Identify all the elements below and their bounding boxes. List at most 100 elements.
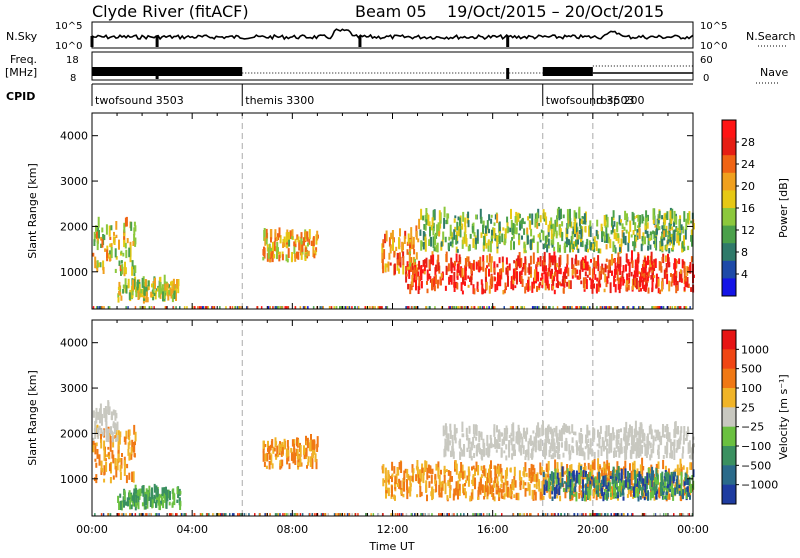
echo-cell xyxy=(558,429,561,441)
noise-cell xyxy=(644,513,647,517)
noise-cell xyxy=(307,306,309,310)
echo-cell xyxy=(425,257,428,268)
echo-cell xyxy=(572,493,575,497)
echo-cell xyxy=(606,460,609,470)
echo-cell xyxy=(446,213,449,225)
noise-cell xyxy=(657,306,659,310)
echo-cell xyxy=(531,281,534,293)
freq-unit-label: [MHz] xyxy=(5,66,37,79)
echo-cell xyxy=(480,232,483,238)
echo-cell xyxy=(638,471,641,481)
echo-cell xyxy=(482,255,485,262)
echo-cell xyxy=(461,223,464,230)
echo-cell xyxy=(109,236,112,240)
nsky-right-tick-top: 10^5 xyxy=(700,21,727,32)
noise-cell xyxy=(200,306,202,310)
echo-cell xyxy=(383,249,386,260)
noise-cell xyxy=(299,513,302,517)
echo-cell xyxy=(125,216,128,227)
echo-cell xyxy=(559,495,562,502)
echo-cell xyxy=(642,265,645,274)
echo-cell xyxy=(423,265,426,272)
velocity-echo-region-6 xyxy=(542,465,695,502)
echo-cell xyxy=(450,268,453,272)
echo-cell xyxy=(173,493,176,506)
echo-cell xyxy=(540,466,543,473)
echo-cell xyxy=(579,225,582,230)
noise-cell xyxy=(457,306,459,310)
echo-cell xyxy=(287,449,290,457)
echo-cell xyxy=(413,267,416,274)
echo-cell xyxy=(684,228,687,240)
echo-cell xyxy=(493,496,496,502)
echo-cell xyxy=(664,465,667,473)
echo-cell xyxy=(428,221,431,227)
y-tick-label: 2000 xyxy=(60,427,88,440)
echo-cell xyxy=(266,452,269,462)
echo-cell xyxy=(304,231,307,238)
echo-cell xyxy=(578,474,581,485)
echo-cell xyxy=(590,242,593,251)
echo-cell xyxy=(661,246,664,252)
echo-cell xyxy=(609,282,612,294)
echo-cell xyxy=(597,458,600,470)
echo-cell xyxy=(408,264,410,275)
echo-cell xyxy=(488,253,491,263)
echo-cell xyxy=(602,440,605,452)
noise-cell xyxy=(596,513,598,517)
colorbar-swatch xyxy=(722,225,736,244)
echo-cell xyxy=(405,273,408,277)
echo-cell xyxy=(426,467,429,474)
echo-cell xyxy=(418,218,421,230)
echo-cell xyxy=(550,228,553,240)
echo-cell xyxy=(510,219,513,229)
noise-cell xyxy=(394,513,397,517)
echo-cell xyxy=(633,469,636,479)
noise-cell xyxy=(183,513,185,517)
echo-cell xyxy=(501,479,504,484)
echo-cell xyxy=(614,469,617,473)
echo-cell xyxy=(110,247,113,259)
echo-cell xyxy=(428,259,431,269)
echo-cell xyxy=(548,263,551,272)
echo-cell xyxy=(555,218,558,223)
echo-cell xyxy=(428,475,431,479)
echo-cell xyxy=(600,223,603,232)
echo-cell xyxy=(634,487,637,498)
noise-cell xyxy=(208,513,210,517)
echo-cell xyxy=(591,286,594,294)
freq-label: Freq. xyxy=(10,53,37,66)
echo-cell xyxy=(653,477,656,485)
echo-cell xyxy=(475,461,478,472)
echo-cell xyxy=(408,254,411,263)
echo-cell xyxy=(581,497,584,501)
echo-cell xyxy=(522,471,525,476)
echo-cell xyxy=(586,429,589,436)
echo-cell xyxy=(426,281,428,285)
echo-cell xyxy=(580,428,583,433)
echo-cell xyxy=(587,477,590,481)
echo-cell xyxy=(598,471,601,483)
noise-cell xyxy=(314,513,316,517)
noise-cell xyxy=(357,513,359,517)
echo-cell xyxy=(670,471,673,482)
echo-cell xyxy=(462,277,464,283)
echo-cell xyxy=(488,443,491,453)
echo-cell xyxy=(108,225,111,237)
echo-cell xyxy=(647,467,650,480)
echo-cell xyxy=(571,257,574,269)
echo-cell xyxy=(568,213,571,224)
echo-cell xyxy=(649,231,652,236)
echo-cell xyxy=(276,249,278,260)
echo-cell xyxy=(571,275,574,279)
echo-cell xyxy=(520,476,523,481)
echo-cell xyxy=(500,472,503,482)
noise-cell xyxy=(464,306,467,310)
echo-cell xyxy=(436,279,439,289)
noise-cell xyxy=(423,513,425,517)
echo-cell xyxy=(574,482,577,488)
echo-cell xyxy=(492,493,495,500)
echo-cell xyxy=(484,289,487,294)
echo-cell xyxy=(265,238,268,245)
